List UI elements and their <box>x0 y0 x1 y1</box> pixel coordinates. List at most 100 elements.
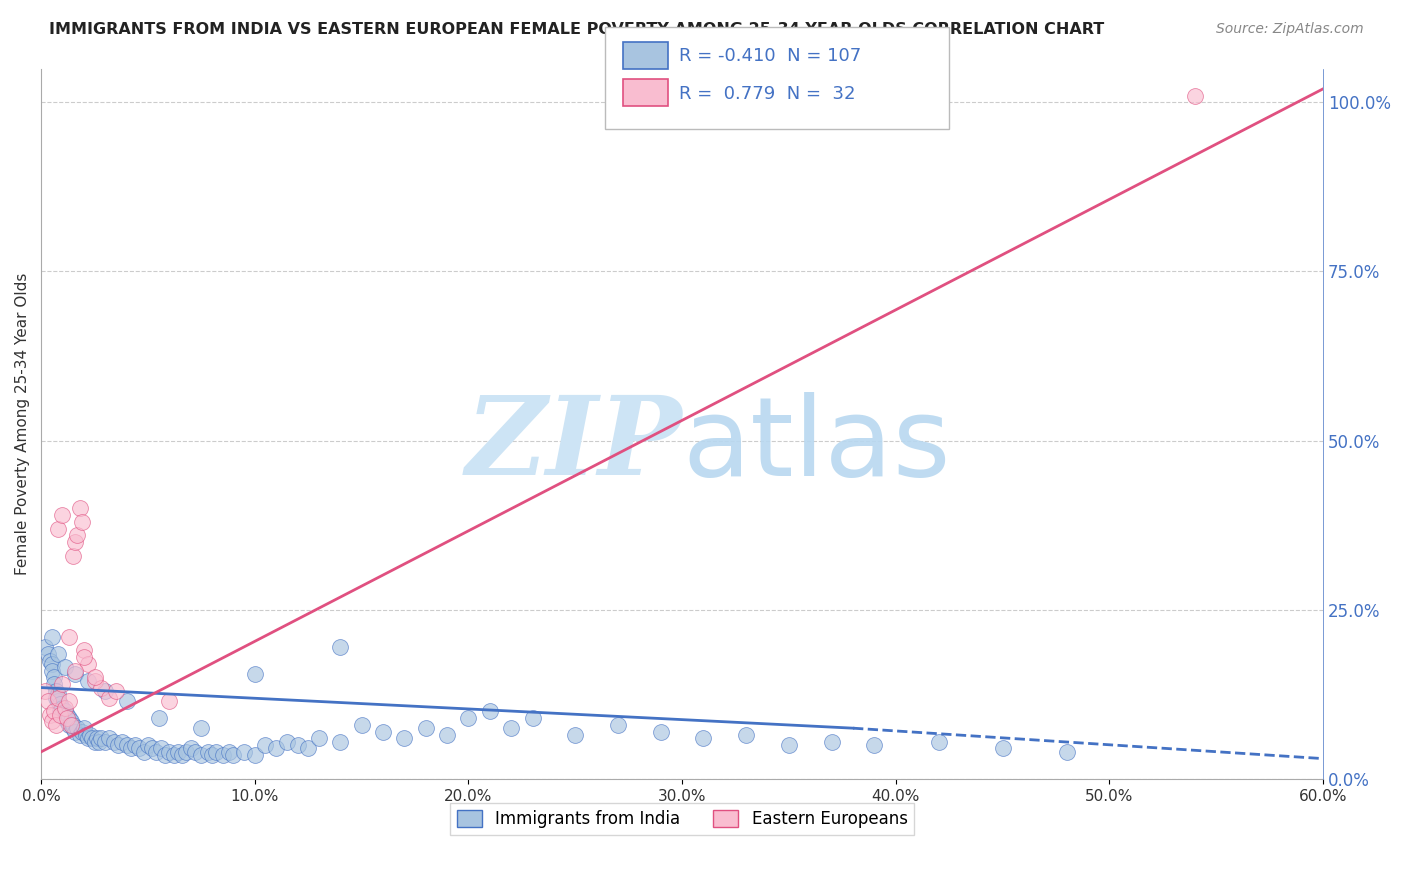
Point <box>58 694 80 708</box>
Point <box>205 745 228 759</box>
Point <box>73 643 96 657</box>
Point <box>51 508 73 522</box>
Point <box>83 735 105 749</box>
Point <box>650 724 672 739</box>
Point <box>49 704 72 718</box>
Point <box>73 721 96 735</box>
Point <box>218 745 240 759</box>
Point <box>66 721 89 735</box>
Point <box>62 549 84 563</box>
Point <box>90 681 112 695</box>
Legend: Immigrants from India, Eastern Europeans: Immigrants from India, Eastern Europeans <box>450 803 914 835</box>
Point <box>98 731 121 746</box>
Point <box>58 630 80 644</box>
Point <box>863 738 886 752</box>
Point <box>297 741 319 756</box>
Text: IMMIGRANTS FROM INDIA VS EASTERN EUROPEAN FEMALE POVERTY AMONG 25-34 YEAR OLDS C: IMMIGRANTS FROM INDIA VS EASTERN EUROPEA… <box>49 22 1105 37</box>
Point <box>55 711 77 725</box>
Point <box>141 741 163 756</box>
Point <box>132 745 155 759</box>
Point <box>94 735 117 749</box>
Point <box>75 728 97 742</box>
Point <box>329 735 352 749</box>
Point <box>522 711 544 725</box>
Point <box>478 704 501 718</box>
Point <box>162 748 184 763</box>
Point <box>103 735 125 749</box>
Point <box>58 711 80 725</box>
Point <box>254 738 277 752</box>
Point <box>145 745 167 759</box>
Point <box>243 748 266 763</box>
Point <box>104 684 127 698</box>
Point <box>51 677 73 691</box>
Point <box>69 501 91 516</box>
Point <box>65 667 87 681</box>
Point <box>42 677 65 691</box>
Point <box>928 735 950 749</box>
Point <box>65 535 87 549</box>
Point <box>329 640 352 654</box>
Point <box>65 724 87 739</box>
Point <box>77 731 100 746</box>
Point <box>53 704 76 718</box>
Point <box>87 735 110 749</box>
Point <box>457 711 479 725</box>
Point <box>55 707 77 722</box>
Point <box>51 707 73 722</box>
Point <box>287 738 309 752</box>
Point <box>66 528 89 542</box>
Point <box>264 741 287 756</box>
Point <box>41 664 63 678</box>
Point <box>1184 88 1206 103</box>
Point <box>98 690 121 705</box>
Point <box>53 711 76 725</box>
Text: R = -0.410  N = 107: R = -0.410 N = 107 <box>679 47 862 65</box>
Point <box>222 748 245 763</box>
Y-axis label: Female Poverty Among 25-34 Year Olds: Female Poverty Among 25-34 Year Olds <box>15 273 30 575</box>
Text: Source: ZipAtlas.com: Source: ZipAtlas.com <box>1216 22 1364 37</box>
Point <box>735 728 758 742</box>
Point <box>55 714 77 729</box>
Point <box>42 670 65 684</box>
Point <box>37 647 59 661</box>
Point <box>157 745 180 759</box>
Point <box>148 711 170 725</box>
Point <box>83 673 105 688</box>
Point <box>38 653 60 667</box>
Point <box>184 745 207 759</box>
Point <box>49 707 72 722</box>
Point <box>49 698 72 712</box>
Point <box>77 657 100 671</box>
Point <box>83 670 105 684</box>
Point <box>115 738 138 752</box>
Point <box>153 748 176 763</box>
Point <box>394 731 416 746</box>
Point <box>501 721 523 735</box>
Text: R =  0.779  N =  32: R = 0.779 N = 32 <box>679 85 856 103</box>
Point <box>42 704 65 718</box>
Point <box>128 741 150 756</box>
Point <box>115 694 138 708</box>
Point <box>821 735 844 749</box>
Point <box>46 522 69 536</box>
Point <box>233 745 256 759</box>
Point <box>564 728 586 742</box>
Point <box>53 660 76 674</box>
Point <box>90 731 112 746</box>
Point <box>60 714 83 729</box>
Point <box>34 640 56 654</box>
Point <box>62 718 84 732</box>
Point <box>45 718 67 732</box>
Point <box>38 707 60 722</box>
Point <box>94 684 117 698</box>
Point <box>167 745 190 759</box>
Point <box>82 731 104 746</box>
Point <box>58 718 80 732</box>
Point <box>120 741 142 756</box>
Point <box>41 630 63 644</box>
Point <box>692 731 714 746</box>
Point <box>350 718 373 732</box>
Point <box>86 731 108 746</box>
Point <box>190 748 212 763</box>
